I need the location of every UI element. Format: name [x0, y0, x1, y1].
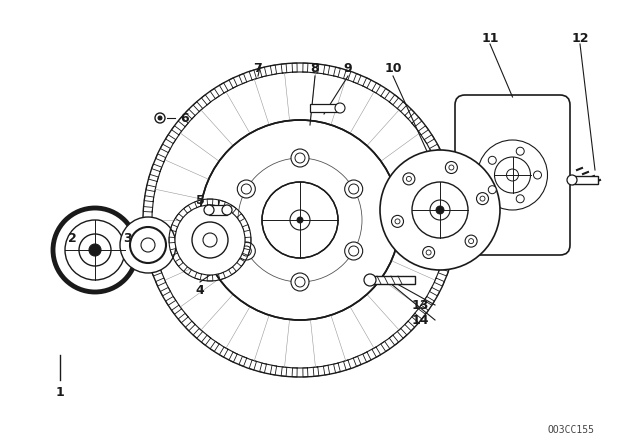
- Bar: [370, 276, 415, 284]
- Circle shape: [480, 196, 485, 201]
- Text: 3: 3: [124, 232, 132, 245]
- Circle shape: [488, 156, 496, 164]
- Circle shape: [445, 161, 458, 173]
- Circle shape: [436, 206, 444, 214]
- Circle shape: [65, 220, 125, 280]
- Circle shape: [89, 244, 101, 256]
- Circle shape: [516, 147, 524, 155]
- Circle shape: [465, 235, 477, 247]
- Circle shape: [395, 219, 400, 224]
- Circle shape: [237, 242, 255, 260]
- Circle shape: [203, 233, 217, 247]
- Circle shape: [130, 227, 166, 263]
- Circle shape: [241, 246, 252, 256]
- Circle shape: [295, 277, 305, 287]
- Circle shape: [79, 234, 111, 266]
- Circle shape: [295, 153, 305, 163]
- Circle shape: [262, 182, 338, 258]
- Text: 6: 6: [180, 112, 189, 125]
- Text: 12: 12: [572, 31, 589, 44]
- Circle shape: [345, 242, 363, 260]
- Circle shape: [192, 222, 228, 258]
- Circle shape: [297, 217, 303, 223]
- Circle shape: [345, 180, 363, 198]
- Text: 11: 11: [481, 31, 499, 44]
- Circle shape: [392, 215, 403, 228]
- Circle shape: [488, 185, 496, 194]
- Bar: [209, 205, 227, 215]
- Circle shape: [290, 210, 310, 230]
- Circle shape: [241, 184, 252, 194]
- Text: 5: 5: [196, 194, 204, 207]
- Text: 13: 13: [412, 298, 429, 311]
- Text: 4: 4: [196, 284, 204, 297]
- Text: 2: 2: [68, 232, 76, 245]
- Circle shape: [468, 239, 474, 244]
- Circle shape: [237, 180, 255, 198]
- Text: 1: 1: [56, 385, 65, 399]
- Circle shape: [141, 238, 155, 252]
- Text: 7: 7: [253, 61, 262, 74]
- Circle shape: [534, 171, 541, 179]
- Circle shape: [406, 177, 412, 181]
- Circle shape: [349, 246, 358, 256]
- Text: 10: 10: [384, 61, 402, 74]
- Circle shape: [158, 116, 162, 120]
- Circle shape: [291, 149, 309, 167]
- Circle shape: [364, 274, 376, 286]
- Circle shape: [422, 246, 435, 258]
- Text: 14: 14: [412, 314, 429, 327]
- Circle shape: [506, 169, 518, 181]
- Circle shape: [53, 208, 137, 292]
- Circle shape: [175, 205, 245, 275]
- Circle shape: [412, 182, 468, 238]
- Circle shape: [477, 140, 547, 210]
- Circle shape: [567, 175, 577, 185]
- Circle shape: [200, 120, 400, 320]
- Text: OO3CC155: OO3CC155: [548, 425, 595, 435]
- Circle shape: [449, 165, 454, 170]
- Bar: [310, 104, 338, 112]
- Circle shape: [477, 193, 488, 205]
- Circle shape: [495, 157, 531, 193]
- Text: 9: 9: [344, 61, 352, 74]
- Circle shape: [430, 200, 450, 220]
- FancyBboxPatch shape: [455, 95, 570, 255]
- Circle shape: [426, 250, 431, 255]
- Circle shape: [380, 150, 500, 270]
- Circle shape: [349, 184, 358, 194]
- Circle shape: [222, 205, 232, 215]
- Circle shape: [204, 205, 214, 215]
- Circle shape: [291, 273, 309, 291]
- Bar: [572, 176, 598, 184]
- Circle shape: [120, 217, 176, 273]
- Circle shape: [335, 103, 345, 113]
- Circle shape: [516, 195, 524, 203]
- Circle shape: [403, 173, 415, 185]
- Text: 8: 8: [310, 61, 319, 74]
- Circle shape: [155, 113, 165, 123]
